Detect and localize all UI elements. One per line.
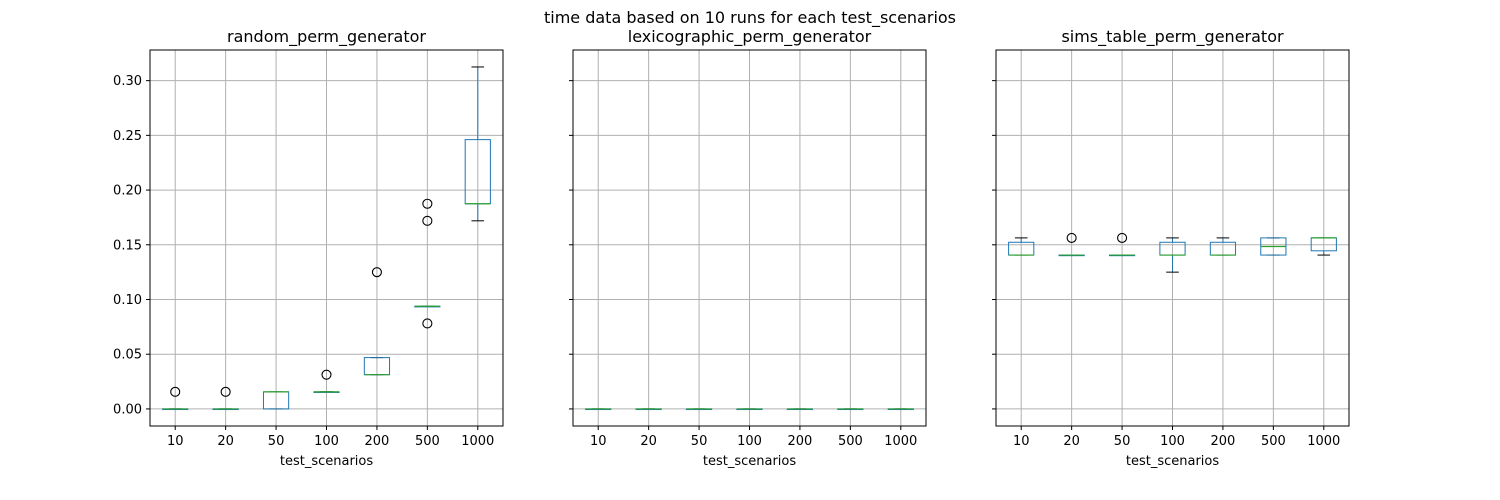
x-tick-label: 200 [365, 434, 390, 449]
box-1000 [887, 408, 914, 411]
box-50 [262, 391, 290, 410]
box-50 [685, 408, 713, 411]
box-10 [1008, 237, 1035, 256]
x-tick-label: 20 [217, 434, 234, 449]
outlier-point [1066, 232, 1077, 243]
x-axis-label: test_scenarios [280, 454, 373, 469]
x-tick-label: 10 [1013, 434, 1030, 449]
x-tick-label: 200 [1211, 434, 1236, 449]
figure-suptitle: time data based on 10 runs for each test… [544, 8, 956, 28]
box-20 [212, 386, 239, 411]
subplot-2: 10 20 50 100 200 500 1000 lexicographic_perm_ge… [569, 27, 927, 469]
outlier-point [422, 215, 433, 226]
x-tick-label: 50 [691, 434, 708, 449]
outlier-point [422, 318, 433, 329]
x-tick-label: 20 [1063, 434, 1080, 449]
y-tick-label: 0.05 [113, 348, 142, 363]
x-tick-label: 500 [838, 434, 863, 449]
x-tick-label: 100 [737, 434, 762, 449]
y-tick-label: 0.10 [113, 293, 142, 308]
x-tick-label: 50 [268, 434, 285, 449]
box-100 [1159, 237, 1186, 273]
y-tick-label: 0.20 [113, 184, 142, 199]
x-tick-label: 1000 [461, 434, 494, 449]
box-20 [635, 408, 662, 411]
x-tick-label: 100 [1160, 434, 1185, 449]
box-200 [786, 408, 814, 411]
box-50 [1108, 232, 1136, 257]
y-tick-label: 0.15 [113, 238, 142, 253]
outlier-point [220, 386, 231, 397]
x-tick-label: 50 [1114, 434, 1131, 449]
subplot-3: 10 20 50 100 200 500 1000 sims_table_perm_gener… [992, 27, 1350, 469]
subplot-panels: 0.00 0.05 0.10 0.15 0.20 0.25 0.30 10 20 50 100 200… [113, 27, 1350, 469]
y-tick-label: 0.00 [113, 402, 142, 417]
x-tick-label: 20 [640, 434, 657, 449]
subplot-title: sims_table_perm_generator [1061, 27, 1284, 47]
y-tick-label: 0.30 [113, 74, 142, 89]
x-tick-label: 500 [415, 434, 440, 449]
box-20 [1058, 232, 1085, 257]
x-tick-label: 1000 [1307, 434, 1340, 449]
box-100 [736, 408, 763, 411]
box-100 [313, 369, 340, 393]
box-200 [1209, 237, 1237, 256]
x-tick-label: 1000 [884, 434, 917, 449]
x-tick-label: 200 [788, 434, 813, 449]
outlier-point [170, 386, 181, 397]
box-1000 [1310, 237, 1337, 256]
outlier-point [371, 267, 382, 278]
box-10 [585, 408, 612, 411]
x-tick-label: 100 [314, 434, 339, 449]
box-500 [414, 198, 441, 329]
box-10 [162, 386, 189, 411]
x-tick-label: 10 [590, 434, 607, 449]
box-200 [363, 267, 391, 376]
x-tick-label: 500 [1261, 434, 1286, 449]
x-axis-label: test_scenarios [703, 454, 796, 469]
outlier-point [1117, 232, 1128, 243]
outlier-point [422, 198, 433, 209]
subplot-title: lexicographic_perm_generator [628, 27, 872, 47]
box-500 [837, 408, 864, 411]
outlier-point [321, 369, 332, 380]
subplot-1: 0.00 0.05 0.10 0.15 0.20 0.25 0.30 10 20 50 100 200… [113, 27, 504, 469]
y-tick-label: 0.25 [113, 129, 142, 144]
box-1000 [464, 66, 491, 222]
subplot-title: random_perm_generator [227, 27, 426, 47]
x-axis-label: test_scenarios [1126, 454, 1219, 469]
x-tick-label: 10 [167, 434, 184, 449]
box-500 [1260, 237, 1287, 256]
